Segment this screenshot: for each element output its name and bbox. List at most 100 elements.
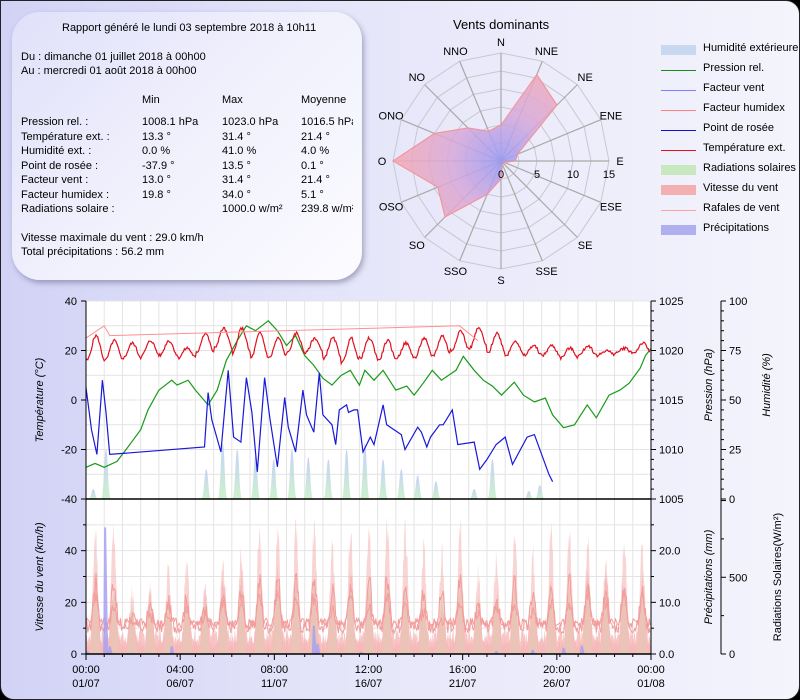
row-label: Pression rel. : [21, 116, 89, 128]
dew-point-line [85, 370, 554, 482]
pressure-tick-label: 1020 [659, 346, 683, 358]
precip-tick-label: 20.0 [659, 546, 680, 558]
rose-direction-label: SSE [536, 266, 558, 278]
precip-tick-label: 0.0 [659, 649, 674, 661]
rose-direction-label: NE [578, 72, 593, 84]
precip-tick-label: 10.0 [659, 597, 680, 609]
humidity-area [232, 449, 243, 499]
rose-direction-label: NNE [535, 46, 558, 58]
rose-wind-polygon [392, 73, 558, 218]
pressure-tick-label: 1010 [659, 445, 683, 457]
legend-label: Humidité extérieure [703, 42, 799, 54]
humidity-tick-label: 100 [729, 296, 747, 308]
precipitation-bar [561, 647, 567, 654]
humidity-tick-label: 50 [729, 395, 741, 407]
row-min: 0.0 % [142, 145, 171, 157]
legend-swatch [661, 225, 696, 235]
row-avg: 5.1 ° [301, 188, 324, 201]
rose-direction-label: ENE [600, 110, 623, 122]
wind-speed-line [85, 586, 651, 630]
row-label: Facteur vent : [21, 174, 89, 186]
x-tick-time: 04:00 [166, 664, 194, 676]
x-tick-time: 00:00 [637, 664, 665, 676]
row-max: 13.5 ° [222, 159, 251, 172]
humidity-area [534, 485, 545, 499]
rose-spoke [500, 160, 602, 203]
wind-rose: N NNE NE ENE E ESE SE SSE S SSO SO OSO O ONO NO NNO 0 5 10… [378, 37, 624, 287]
legend-line [661, 130, 696, 131]
report-generated: Rapport généré le lundi 03 septembre 201… [62, 22, 317, 34]
row-avg: 21.4 ° [301, 130, 330, 143]
humidity-area [303, 457, 314, 499]
row-max: 1023.0 hPa [222, 116, 279, 128]
legend-line [661, 150, 696, 151]
header-avg: Moyenne [301, 94, 347, 106]
pressure-tick-label: 1025 [659, 296, 683, 308]
rose-title: Vents dominants [453, 17, 550, 32]
row-label: Point de rosée : [21, 159, 99, 172]
row-max: 41.0 % [222, 145, 257, 157]
row-avg: 1016.5 hPa [301, 116, 353, 128]
rose-direction-label: N [497, 37, 505, 49]
pressure-line [85, 319, 652, 468]
x-tick-date: 21/07 [449, 678, 477, 690]
humidity-area [523, 491, 534, 499]
radiation-tick-label: 500 [729, 572, 747, 584]
header-min: Min [142, 94, 160, 106]
precipitation-bar [579, 645, 585, 654]
row-max: 1000.0 w/m² [222, 203, 283, 215]
legend-line [661, 90, 696, 91]
humidity-tick-label: 75 [729, 346, 741, 358]
humidity-area [268, 459, 279, 499]
x-tick-date: 01/07 [72, 678, 100, 690]
humidity-area [286, 449, 297, 499]
legend-swatch [661, 165, 696, 175]
humidity-area [396, 469, 407, 499]
rose-direction-label: SSO [444, 266, 468, 278]
humidity-area [201, 469, 212, 499]
legend-label: Température ext. [703, 142, 786, 154]
x-tick-date: 01/08 [637, 678, 665, 690]
legend-line [661, 110, 696, 111]
pressure-axis-title: Pression (hPa) [703, 348, 715, 421]
rose-direction-label: SO [409, 240, 425, 252]
wind-tick-label: 0 [71, 649, 77, 661]
x-tick-time: 20:00 [543, 664, 571, 676]
row-avg: 21.4 ° [301, 174, 330, 186]
rose-direction-label: SE [578, 240, 593, 252]
humidity-tick-label: 25 [729, 445, 741, 457]
x-tick-date: 26/07 [543, 678, 571, 690]
wind-tick-label: 40 [65, 546, 77, 558]
x-tick-time: 12:00 [355, 664, 383, 676]
row-avg: 0.1 ° [301, 159, 324, 172]
row-label: Radiations solaire : [21, 203, 115, 215]
precipitation-bar [103, 527, 109, 654]
rose-direction-label: ESE [600, 202, 622, 214]
precipitation-bar [311, 625, 317, 654]
summary-panel: Rapport généré le lundi 03 septembre 201… [12, 12, 362, 280]
x-tick-time: 08:00 [261, 664, 289, 676]
legend-label: Précipitations [703, 222, 770, 234]
legend-label: Radiations solaires [703, 162, 796, 174]
period-to: Au : mercredi 01 août 2018 à 00h00 [21, 65, 197, 77]
x-tick-date: 16/07 [355, 678, 383, 690]
legend-label: Rafales de vent [703, 202, 780, 214]
row-min: 19.8 ° [142, 188, 171, 201]
rose-direction-label: E [616, 156, 623, 168]
rose-spoke [500, 160, 543, 262]
humidity-area [378, 459, 389, 499]
humidity-area [323, 459, 334, 499]
max-wind: Vitesse maximale du vent : 29.0 km/h [21, 232, 204, 244]
precipitation-bar [107, 646, 113, 654]
x-tick-time: 16:00 [449, 664, 477, 676]
radiation-tick-label: 0 [729, 649, 735, 661]
legend-label: Facteur humidex [703, 102, 785, 114]
row-label: Humidité ext. : [21, 145, 92, 157]
row-min: 1008.1 hPa [142, 116, 199, 128]
row-min: -37.9 ° [142, 159, 175, 172]
period-from: Du : dimanche 01 juillet 2018 à 00h00 [21, 51, 206, 63]
humidity-tick-label: 0 [729, 494, 735, 506]
humidity-area [88, 489, 99, 499]
